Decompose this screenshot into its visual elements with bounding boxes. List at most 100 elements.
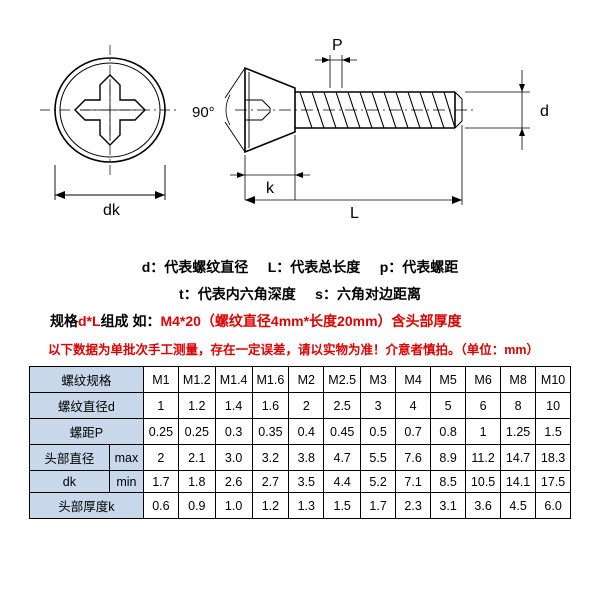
table-cell: 1.5 [536, 419, 571, 445]
table-cell: 5.5 [361, 445, 396, 471]
table-cell: 3.8 [289, 445, 324, 471]
table-cell: 0.45 [324, 419, 361, 445]
table-row: dk min 1.7 1.8 2.6 2.7 3.5 4.4 5.2 7.1 8… [29, 471, 570, 493]
table-cell: M8 [501, 367, 536, 393]
table-cell: 1.7 [143, 471, 178, 493]
table-cell: M2.5 [324, 367, 361, 393]
table-cell: M1.6 [252, 367, 289, 393]
table-cell: 2.7 [252, 471, 289, 493]
table-cell: 14.1 [501, 471, 536, 493]
table-cell: 4 [396, 393, 431, 419]
table-cell: 1.2 [252, 493, 289, 519]
table-cell: 0.3 [215, 419, 252, 445]
table-cell: 0.7 [396, 419, 431, 445]
table-cell: 1 [466, 419, 501, 445]
legend-s: s：六角对边距离 [315, 286, 421, 302]
table-cell: 6.0 [536, 493, 571, 519]
warning-line: 以下数据为单批次手工测量，存在一定误差，请以实物为准！介意者慎拍。（单位：mm） [0, 335, 600, 366]
table-row: 螺距P 0.25 0.25 0.3 0.35 0.4 0.45 0.5 0.7 … [29, 419, 570, 445]
spec-example: M4*20（螺纹直径4mm*长度20mm）含头部厚度 [160, 313, 461, 329]
spec-table: 螺纹规格 M1 M1.2 M1.4 M1.6 M2 M2.5 M3 M4 M5 … [29, 366, 571, 519]
table-cell: 1.4 [215, 393, 252, 419]
table-cell: 0.5 [361, 419, 396, 445]
row-sublabel: max [109, 445, 143, 471]
table-cell: 5 [431, 393, 466, 419]
table-cell: M5 [431, 367, 466, 393]
table-cell: M4 [396, 367, 431, 393]
table-cell: 2.3 [396, 493, 431, 519]
table-row: 螺纹规格 M1 M1.2 M1.4 M1.6 M2 M2.5 M3 M4 M5 … [29, 367, 570, 393]
table-cell: 2 [143, 445, 178, 471]
table-cell: 18.3 [536, 445, 571, 471]
row-label: 螺距P [29, 419, 143, 445]
table-cell: 1 [143, 393, 178, 419]
row-label: dk [29, 471, 109, 493]
row-label: 头部厚度k [29, 493, 143, 519]
table-cell: 3.5 [289, 471, 324, 493]
spec-mid: 组成 如： [101, 313, 161, 329]
table-cell: M1.2 [178, 367, 215, 393]
table-cell: M1.4 [215, 367, 252, 393]
table-cell: 0.4 [289, 419, 324, 445]
screw-diagram: dk 90° P k L d [0, 0, 600, 250]
table-cell: 4.7 [324, 445, 361, 471]
table-cell: 5.2 [361, 471, 396, 493]
table-cell: 1.6 [252, 393, 289, 419]
table-cell: 0.25 [178, 419, 215, 445]
table-cell: 2.1 [178, 445, 215, 471]
label-k: k [266, 180, 275, 197]
table-cell: 11.2 [466, 445, 501, 471]
legend-p: p：代表螺距 [380, 259, 459, 275]
table-cell: 1.5 [324, 493, 361, 519]
table-cell: 4.4 [324, 471, 361, 493]
label-l: L [350, 205, 359, 222]
spec-line: 规格d*L组成 如：M4*20（螺纹直径4mm*长度20mm）含头部厚度 [0, 307, 600, 335]
row-sublabel: min [109, 471, 143, 493]
table-cell: 0.9 [178, 493, 215, 519]
table-cell: 7.1 [396, 471, 431, 493]
table-cell: 3.0 [215, 445, 252, 471]
legend-block: d：代表螺纹直径 L：代表总长度 p：代表螺距 t：代表内六角深度 s：六角对边… [0, 254, 600, 307]
table-cell: 3.6 [466, 493, 501, 519]
table-cell: 10 [536, 393, 571, 419]
table-cell: 0.8 [431, 419, 466, 445]
legend-t: t：代表内六角深度 [179, 286, 296, 302]
table-cell: M6 [466, 367, 501, 393]
table-cell: M2 [289, 367, 324, 393]
table-cell: M10 [536, 367, 571, 393]
spec-dl: d*L [78, 313, 101, 329]
table-cell: 2.5 [324, 393, 361, 419]
table-cell: 6 [466, 393, 501, 419]
table-row: 螺纹直径d 1 1.2 1.4 1.6 2 2.5 3 4 5 6 8 10 [29, 393, 570, 419]
table-cell: M3 [361, 367, 396, 393]
legend-d: d：代表螺纹直径 [142, 259, 249, 275]
table-cell: 17.5 [536, 471, 571, 493]
table-cell: 1.2 [178, 393, 215, 419]
table-row: 头部直径 max 2 2.1 3.0 3.2 3.8 4.7 5.5 7.6 8… [29, 445, 570, 471]
table-cell: 3.1 [431, 493, 466, 519]
table-cell: 1.25 [501, 419, 536, 445]
row-label: 头部直径 [29, 445, 109, 471]
label-d: d [540, 103, 549, 120]
table-cell: 10.5 [466, 471, 501, 493]
legend-l: L：代表总长度 [268, 259, 361, 275]
label-p: P [332, 37, 343, 54]
table-cell: 1.3 [289, 493, 324, 519]
row-label: 螺纹直径d [29, 393, 143, 419]
table-cell: 3.2 [252, 445, 289, 471]
table-cell: 4.5 [501, 493, 536, 519]
table-cell: 0.35 [252, 419, 289, 445]
table-cell: 14.7 [501, 445, 536, 471]
table-cell: M1 [143, 367, 178, 393]
table-cell: 1.0 [215, 493, 252, 519]
table-row: 头部厚度k 0.6 0.9 1.0 1.2 1.3 1.5 1.7 2.3 3.… [29, 493, 570, 519]
row-label: 螺纹规格 [29, 367, 143, 393]
table-cell: 8.9 [431, 445, 466, 471]
table-cell: 8.5 [431, 471, 466, 493]
table-cell: 1.7 [361, 493, 396, 519]
table-cell: 1.8 [178, 471, 215, 493]
table-cell: 2 [289, 393, 324, 419]
table-cell: 2.6 [215, 471, 252, 493]
table-cell: 3 [361, 393, 396, 419]
table-cell: 8 [501, 393, 536, 419]
